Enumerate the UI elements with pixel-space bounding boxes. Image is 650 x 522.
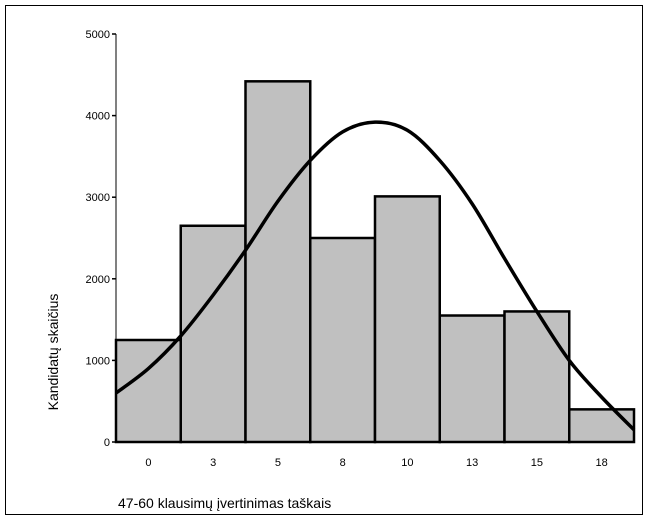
x-tick-label-13: 13 — [466, 457, 478, 469]
x-tick-label-3: 3 — [210, 457, 216, 469]
x-ticks-group: 0 3 5 8 10 13 15 18 — [145, 457, 607, 469]
x-tick-label-18: 18 — [596, 457, 608, 469]
bar-0 — [114, 338, 182, 444]
normal-curve — [114, 120, 636, 431]
bar-8 — [309, 236, 377, 444]
bar-10 — [373, 195, 441, 444]
chart-frame — [5, 5, 643, 515]
bar-18 — [568, 408, 636, 444]
y-tick-label-1000: 1000 — [86, 355, 110, 367]
y-axis-label: Kandidatų skaičius — [45, 294, 61, 411]
y-tick-label-0: 0 — [104, 437, 110, 449]
y-tick-label-3000: 3000 — [86, 192, 110, 204]
y-tick-label-5000: 5000 — [86, 29, 110, 41]
x-tick-label-5: 5 — [275, 457, 281, 469]
bars-group — [114, 80, 636, 444]
bar-5 — [244, 80, 312, 444]
y-tick-label-2000: 2000 — [86, 274, 110, 286]
x-tick-label-0: 0 — [145, 457, 151, 469]
x-axis-label: 47-60 klausimų įvertinimas taškais — [118, 495, 331, 511]
bar-3 — [179, 224, 247, 444]
axes-group — [115, 34, 634, 443]
x-tick-label-8: 8 — [340, 457, 346, 469]
x-tick-label-15: 15 — [531, 457, 543, 469]
x-tick-label-10: 10 — [401, 457, 413, 469]
bar-13 — [438, 314, 506, 444]
y-ticks-group: 0 1000 2000 3000 4000 5000 — [86, 29, 116, 449]
y-tick-label-4000: 4000 — [86, 111, 110, 123]
bar-15 — [503, 310, 571, 444]
